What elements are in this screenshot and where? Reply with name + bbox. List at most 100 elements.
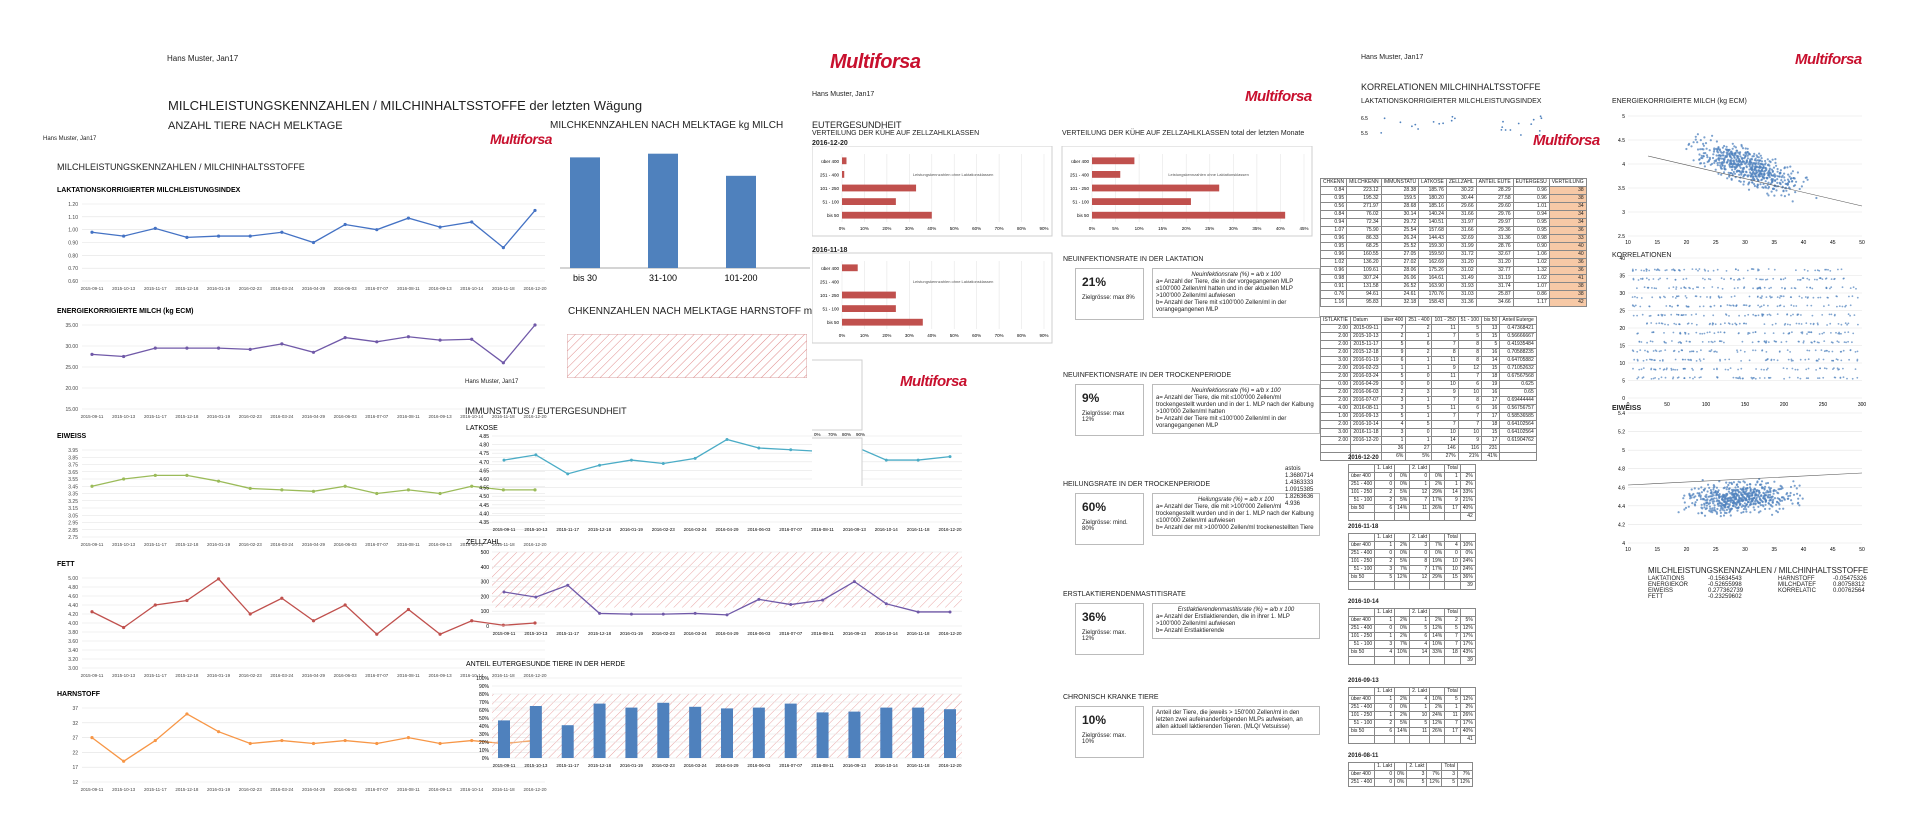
scatter-point	[1818, 277, 1821, 279]
scatter-point	[1730, 166, 1734, 169]
scatter-point	[1675, 286, 1678, 288]
zellzahl-label: ZELLZAHL	[466, 539, 501, 546]
table-cell	[1444, 581, 1461, 590]
data-point	[280, 738, 284, 743]
y-tick-label: 3.40	[68, 648, 78, 654]
table-cell: 180.20	[1418, 194, 1447, 203]
table-row: bis 50 5 12% 12 29% 15 36%	[1347, 573, 1476, 582]
scatter-point	[1769, 493, 1772, 496]
scatter-point	[1712, 488, 1715, 491]
scatter-point	[1648, 269, 1651, 272]
scatter-point	[1767, 486, 1771, 489]
scatter-point	[1761, 295, 1763, 298]
table-cell: 0.64102564	[1499, 420, 1537, 429]
scatter-point	[1817, 377, 1819, 379]
table-cell: 10	[1431, 380, 1459, 389]
scatter-point	[1675, 313, 1678, 316]
table-cell	[1350, 444, 1382, 453]
scatter-point	[1827, 268, 1829, 271]
scatter-point	[1751, 494, 1754, 497]
scatter-point	[1783, 377, 1785, 380]
table-cell: 162.69	[1418, 258, 1447, 267]
scatter-point	[1635, 268, 1637, 271]
scatter-point	[1745, 322, 1747, 325]
scatter-point	[1759, 296, 1762, 299]
class-block: 2016-11-18 1. Lakt 2. Lakt Total über 400 1 2%…	[1347, 524, 1476, 590]
table-header-cell: 2. Lakt	[1409, 464, 1431, 473]
scatter-point	[1839, 377, 1842, 379]
scatter-point	[1695, 323, 1698, 326]
scatter-point	[1727, 483, 1730, 487]
data-point	[343, 336, 347, 340]
p4-author: Hans Muster, Jan17	[1361, 54, 1424, 61]
x-tick-label: 2016-01-19	[620, 631, 644, 636]
data-point	[122, 477, 126, 481]
scatter-point	[1454, 117, 1456, 120]
chart-label: ENERGIEKORRIGIERTE MILCH (kg ECM)	[57, 308, 194, 315]
scatter-point	[1811, 287, 1814, 290]
scatter-point	[1785, 189, 1788, 192]
y-tick-label: 4.45	[479, 503, 489, 509]
scatter-point	[1813, 278, 1816, 281]
y-tick-label: 15	[1619, 344, 1625, 350]
table-cell: 7	[1444, 632, 1461, 641]
x-tick-label: 2016-07-07	[779, 763, 803, 768]
scatter-point	[1746, 487, 1749, 490]
table-cell: 11	[1431, 356, 1459, 365]
scatter-point	[1786, 313, 1789, 315]
x-tick-label: 2016-01-19	[207, 414, 231, 419]
scatter-point	[1745, 152, 1748, 156]
scatter-point	[1721, 498, 1724, 501]
scatter-point	[1806, 178, 1809, 181]
data-point	[216, 479, 221, 483]
scatter-point	[1712, 269, 1715, 272]
scatter-point	[1768, 164, 1771, 167]
scatter-point	[1650, 367, 1653, 370]
table-header-cell	[1459, 464, 1476, 473]
urea-chart-title: CHKENNZAHLEN NACH MELKTAGE HARNSTOFF mg/…	[568, 306, 827, 317]
scatter-point	[1718, 480, 1721, 483]
data-point	[661, 612, 665, 616]
scatter-point	[1783, 167, 1786, 170]
side-values: astois 1.3680714 1.4363333 1.0915385 1.82636…	[1285, 466, 1313, 508]
scatter-point	[1733, 152, 1737, 155]
y-tick-label: 1.00	[68, 228, 78, 234]
table-cell: 17	[1480, 396, 1501, 405]
scatter-point	[1825, 286, 1828, 289]
table-cell: 0	[1405, 372, 1433, 381]
table-cell: 0.00	[1319, 380, 1352, 389]
scatter-point	[1691, 502, 1694, 505]
x-tick-label: 2015-12-18	[175, 286, 199, 291]
table-cell: 158.43	[1418, 298, 1447, 307]
table-cell: 0.95	[1512, 218, 1550, 227]
table-row: 0.91 131.58 26.52 163.90 31.93 31.74 1.07 38	[1319, 282, 1587, 291]
data-point	[248, 612, 252, 616]
data-point	[789, 603, 793, 607]
scatter-point	[1780, 278, 1782, 280]
table-cell: 6	[1374, 504, 1396, 513]
scatter-point	[1686, 323, 1689, 325]
data-point	[311, 619, 316, 623]
x-tick-label: 2016-10-14	[875, 527, 899, 532]
table-header-cell	[1459, 608, 1476, 617]
scatter-point	[1725, 481, 1728, 484]
block-date: 2016-11-18	[1348, 524, 1379, 530]
scatter-point	[1829, 287, 1831, 290]
scatter-point	[1746, 492, 1749, 495]
table-row: 1.00 2016-09-13 5 1 7 7 17 0.58536585	[1319, 412, 1537, 421]
scatter-point	[1708, 156, 1711, 159]
scatter-point	[1760, 179, 1763, 182]
table-row: 101 - 250 2 5% 8 19% 10 24%	[1347, 557, 1476, 566]
scatter-point	[1787, 495, 1790, 498]
scatter-point	[1752, 349, 1754, 352]
table-cell: 2016-06-03	[1350, 388, 1382, 397]
x-tick-label: 2015-09-11	[493, 631, 516, 636]
scatter-point	[1712, 484, 1715, 487]
data-point	[280, 230, 284, 234]
data-point	[375, 491, 379, 496]
scatter-point	[1747, 183, 1750, 186]
scatter-point	[1697, 286, 1700, 289]
table-cell: 1.02	[1512, 258, 1550, 267]
table-cell: 7	[1431, 396, 1459, 405]
table-cell: 12	[1409, 573, 1431, 582]
